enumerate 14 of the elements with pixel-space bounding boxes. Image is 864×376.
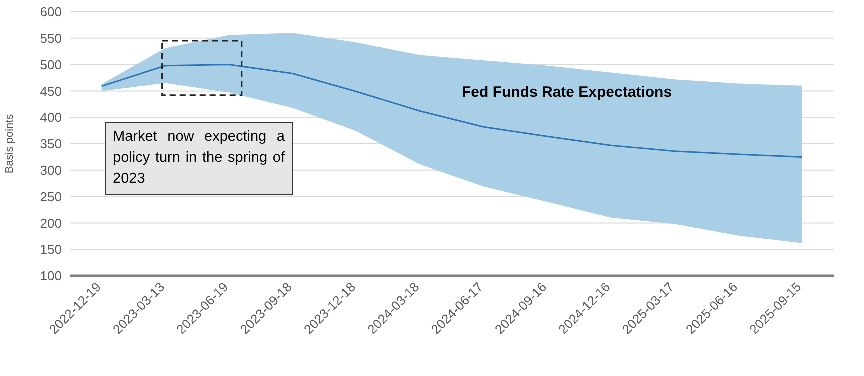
y-tick-label: 300 (40, 163, 62, 178)
y-tick-label: 100 (40, 268, 62, 284)
y-tick-label: 550 (40, 31, 62, 46)
y-tick-label: 600 (40, 4, 62, 20)
y-tick-label: 450 (40, 84, 62, 99)
y-tick-label: 400 (40, 110, 62, 126)
annotation: Market now expecting a policy turn in the spring of 2023 (105, 122, 293, 195)
y-axis-title: Basis points (4, 114, 16, 174)
y-tick-label: 500 (40, 57, 62, 72)
y-tick-label: 150 (40, 242, 62, 258)
y-tick-label: 350 (40, 136, 62, 152)
y-tick-label: 250 (40, 189, 62, 204)
y-tick-label: 200 (40, 216, 62, 231)
annotation: Fed Funds Rate Expectations (462, 84, 672, 101)
